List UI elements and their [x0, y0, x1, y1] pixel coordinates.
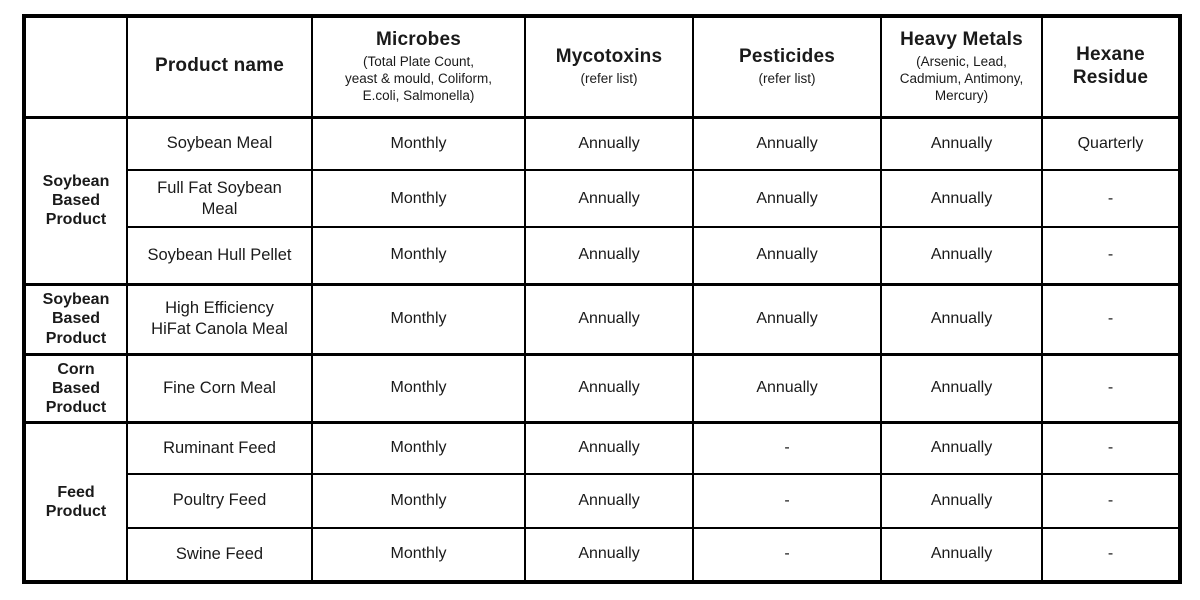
column-subtitle: (refer list)	[580, 70, 638, 86]
cell-hexane-residue: Quarterly	[1041, 116, 1181, 171]
cell-pesticides: -	[692, 421, 882, 475]
cell-mycotoxins: Annually	[524, 283, 694, 355]
column-header-product-name: Product name	[126, 15, 313, 118]
cell-hexane-residue: -	[1041, 283, 1181, 355]
column-subtitle: (refer list)	[758, 70, 816, 86]
testing-frequency-table: Product name Microbes (Total Plate Count…	[22, 14, 1182, 584]
cell-microbes: Monthly	[311, 353, 526, 424]
table-row-soybean-meal: Soybean Based Product Soybean Meal Month…	[23, 116, 1181, 285]
group-label: Soybean Based Product	[23, 283, 128, 355]
group-label: Corn Based Product	[23, 353, 128, 424]
cell-product: Soybean Meal	[126, 116, 313, 171]
cell-product: Soybean Hull Pellet	[126, 226, 313, 285]
cell-pesticides: Annually	[692, 169, 882, 228]
cell-microbes: Monthly	[311, 169, 526, 228]
column-subtitle: (Total Plate Count, yeast & mould, Colif…	[344, 53, 493, 103]
column-title: Pesticides	[739, 45, 835, 67]
cell-mycotoxins: Annually	[524, 526, 694, 583]
column-title: Microbes	[375, 29, 461, 51]
cell-heavy-metals: Annually	[880, 353, 1043, 424]
cell-pesticides: -	[692, 472, 882, 529]
cell-pesticides: Annually	[692, 353, 882, 424]
corner-cell	[23, 15, 128, 118]
cell-pesticides: Annually	[692, 283, 882, 355]
column-title: Heavy Metals	[900, 29, 1023, 51]
cell-product: Ruminant Feed	[126, 421, 313, 475]
column-header-microbes: Microbes (Total Plate Count, yeast & mou…	[311, 15, 526, 118]
column-header-hexane-residue: Hexane Residue	[1041, 15, 1181, 118]
group-corn-based: Corn Based Product Fine Corn Meal Monthl…	[23, 353, 1181, 424]
cell-hexane-residue: -	[1041, 169, 1181, 228]
cell-pesticides: -	[692, 526, 882, 583]
table-row-soybean-hull-pellet: Soybean Hull Pellet Monthly Annually Ann…	[24, 226, 1181, 285]
cell-product: Full Fat Soybean Meal	[126, 169, 313, 228]
column-title: Product name	[154, 55, 285, 77]
cell-microbes: Monthly	[311, 116, 526, 171]
cell-pesticides: Annually	[692, 116, 882, 171]
column-subtitle: (Arsenic, Lead, Cadmium, Antimony, Mercu…	[899, 53, 1024, 103]
cell-hexane-residue: -	[1041, 226, 1181, 285]
column-title: Mycotoxins	[555, 45, 663, 67]
table-row-fine-corn-meal: Corn Based Product Fine Corn Meal Monthl…	[23, 353, 1181, 424]
cell-heavy-metals: Annually	[880, 169, 1043, 228]
cell-microbes: Monthly	[311, 283, 526, 355]
cell-heavy-metals: Annually	[880, 421, 1043, 475]
cell-microbes: Monthly	[311, 526, 526, 583]
cell-product: Fine Corn Meal	[126, 353, 313, 424]
table-row-high-efficiency-hifat-canola-meal: Soybean Based Product High Efficiency Hi…	[23, 283, 1181, 355]
column-header-heavy-metals: Heavy Metals (Arsenic, Lead, Cadmium, An…	[880, 15, 1043, 118]
cell-microbes: Monthly	[311, 472, 526, 529]
cell-mycotoxins: Annually	[524, 116, 694, 171]
column-header-pesticides: Pesticides (refer list)	[692, 15, 882, 118]
cell-product: High Efficiency HiFat Canola Meal	[126, 283, 313, 355]
cell-mycotoxins: Annually	[524, 421, 694, 475]
cell-pesticides: Annually	[692, 226, 882, 285]
cell-microbes: Monthly	[311, 226, 526, 285]
cell-mycotoxins: Annually	[524, 169, 694, 228]
testing-frequency-table-wrap: Product name Microbes (Total Plate Count…	[22, 14, 1182, 584]
cell-hexane-residue: -	[1041, 421, 1181, 475]
header-row: Product name Microbes (Total Plate Count…	[23, 15, 1181, 118]
cell-mycotoxins: Annually	[524, 472, 694, 529]
cell-hexane-residue: -	[1041, 353, 1181, 424]
cell-heavy-metals: Annually	[880, 526, 1043, 583]
cell-microbes: Monthly	[311, 421, 526, 475]
group-soybean-based-2: Soybean Based Product High Efficiency Hi…	[23, 283, 1181, 355]
cell-product: Poultry Feed	[126, 472, 313, 529]
cell-hexane-residue: -	[1041, 472, 1181, 529]
group-label: Feed Product	[23, 421, 128, 583]
cell-hexane-residue: -	[1041, 526, 1181, 583]
cell-heavy-metals: Annually	[880, 116, 1043, 171]
cell-mycotoxins: Annually	[524, 353, 694, 424]
table-row-poultry-feed: Poultry Feed Monthly Annually - Annually…	[24, 472, 1181, 529]
table-row-swine-feed: Swine Feed Monthly Annually - Annually -	[24, 526, 1181, 583]
cell-product: Swine Feed	[126, 526, 313, 583]
group-label: Soybean Based Product	[23, 116, 128, 285]
cell-mycotoxins: Annually	[524, 226, 694, 285]
column-header-mycotoxins: Mycotoxins (refer list)	[524, 15, 694, 118]
cell-heavy-metals: Annually	[880, 226, 1043, 285]
group-soybean-based-1: Soybean Based Product Soybean Meal Month…	[23, 116, 1181, 285]
table-header: Product name Microbes (Total Plate Count…	[23, 15, 1181, 118]
group-feed-product: Feed Product Ruminant Feed Monthly Annua…	[23, 421, 1181, 583]
cell-heavy-metals: Annually	[880, 283, 1043, 355]
table-row-full-fat-soybean-meal: Full Fat Soybean Meal Monthly Annually A…	[24, 169, 1181, 228]
table-row-ruminant-feed: Feed Product Ruminant Feed Monthly Annua…	[23, 421, 1181, 583]
cell-heavy-metals: Annually	[880, 472, 1043, 529]
column-title: Hexane Residue	[1072, 43, 1149, 88]
